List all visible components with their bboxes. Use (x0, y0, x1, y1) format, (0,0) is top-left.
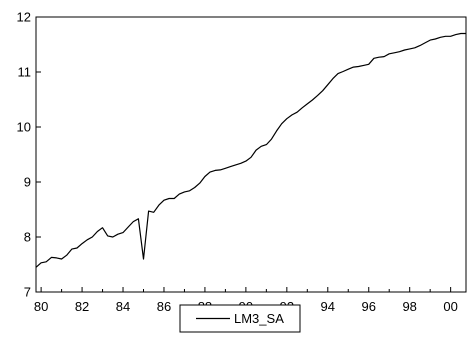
x-tick-label: 94 (321, 299, 335, 314)
x-axis: 8082848688909294969800 (34, 287, 458, 314)
y-tick-label: 11 (18, 65, 32, 80)
x-tick-label: 86 (157, 299, 171, 314)
legend-label: LM3_SA (234, 311, 284, 326)
x-tick-label: 80 (34, 299, 48, 314)
x-tick-label: 00 (443, 299, 457, 314)
y-tick-label: 7 (24, 285, 31, 300)
legend: LM3_SA (179, 304, 301, 333)
y-axis: 7 8 9 10 11 12 (17, 10, 41, 300)
x-tick-label: 84 (116, 299, 130, 314)
plot-frame (35, 16, 467, 293)
series-line-lm3-sa (35, 32, 466, 268)
y-tick-label: 9 (24, 175, 31, 190)
x-tick-label: 82 (75, 299, 89, 314)
x-tick-label: 98 (402, 299, 416, 314)
x-tick-label: 96 (362, 299, 376, 314)
y-tick-label: 12 (17, 10, 31, 25)
y-tick-label: 10 (17, 120, 31, 135)
y-tick-label: 8 (24, 230, 31, 245)
